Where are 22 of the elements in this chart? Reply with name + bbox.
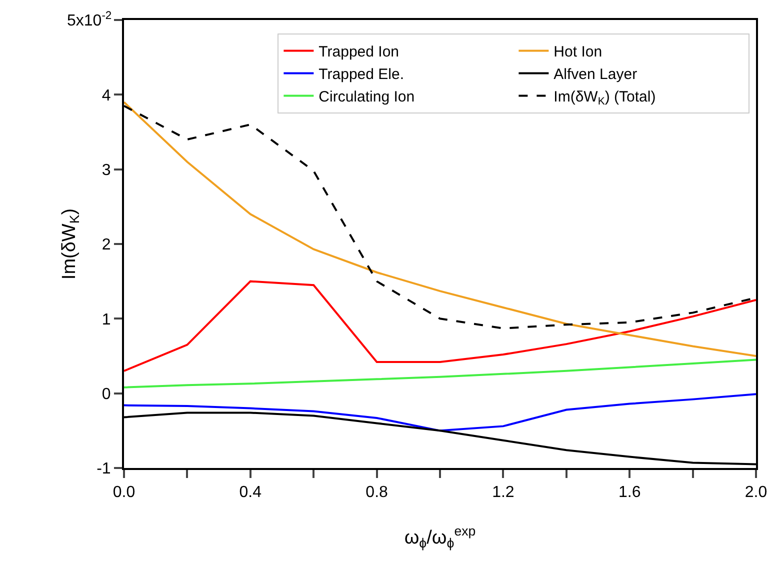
y-tick-label: 2	[102, 236, 111, 254]
x-tick-label: 2.0	[744, 484, 768, 502]
y-tick-label: -1	[96, 460, 111, 478]
legend-label: Trapped Ion	[318, 44, 400, 61]
x-tick-label: 1.6	[618, 484, 641, 502]
y-tick-label: 0	[102, 386, 111, 403]
legend-label: Alfven Layer	[554, 66, 638, 84]
line-series	[124, 393, 756, 432]
line-series	[124, 358, 756, 388]
line-series	[124, 280, 756, 372]
legend-label: Im(δW$_{K}$) (Total)	[554, 88, 656, 108]
x-tick-label: 0.4	[239, 484, 262, 502]
y-tick-label: 3	[102, 162, 111, 179]
x-tick-label: 0.0	[112, 484, 136, 502]
legend-label: Trapped Ele.	[318, 66, 404, 84]
text: 5x10$^{-2}$	[67, 10, 112, 30]
x-tick-label: 1.2	[492, 484, 514, 502]
legend-label: Hot Ion	[554, 44, 602, 61]
y-tick-label: 1	[102, 311, 111, 328]
x-tick-label: 0.8	[366, 484, 388, 502]
y-tick-label: 4	[102, 87, 111, 104]
legend-label: Circulating Ion	[318, 88, 415, 106]
